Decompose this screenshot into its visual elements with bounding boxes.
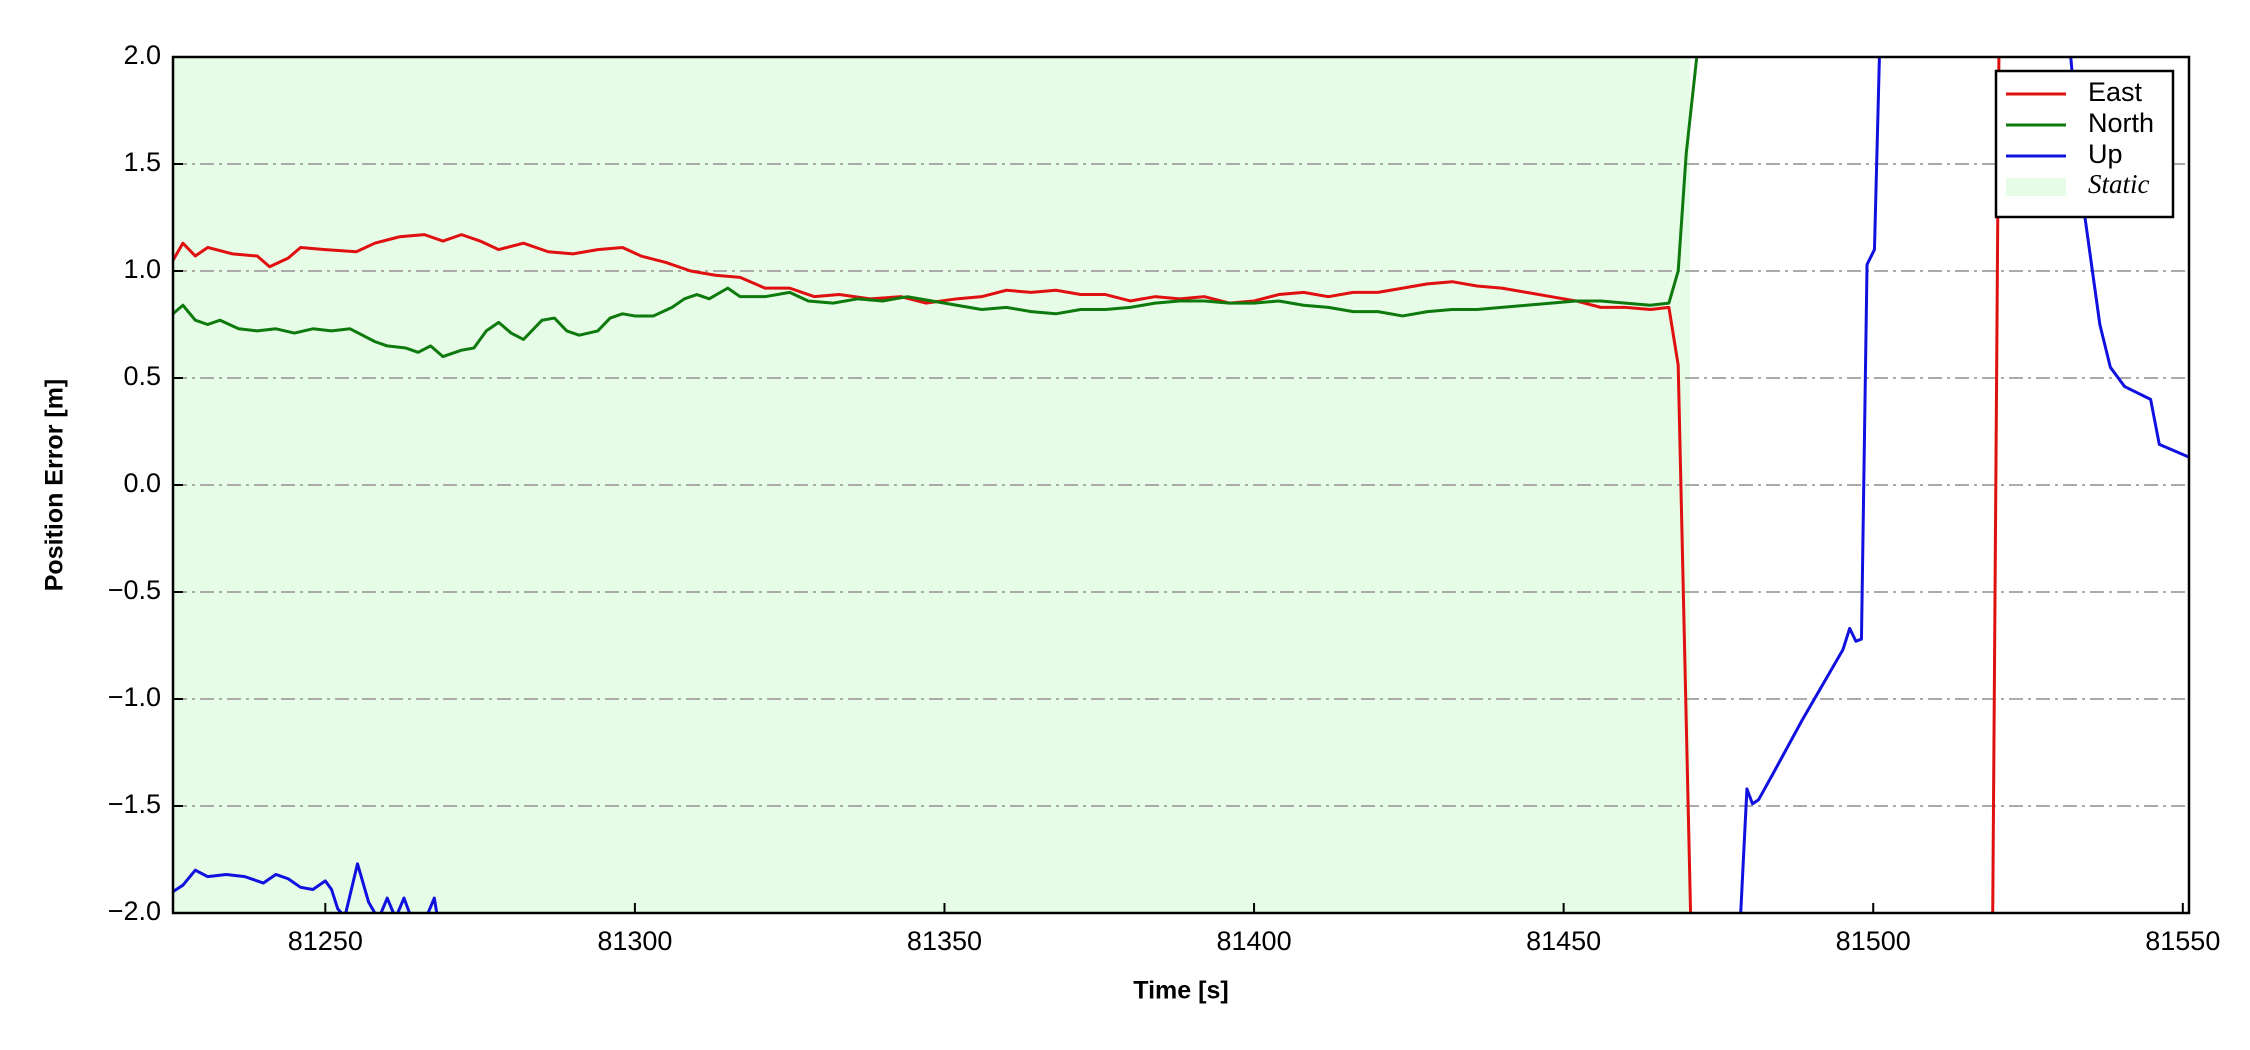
x-tick-label: 81450 — [1526, 926, 1601, 956]
legend-label: East — [2088, 77, 2143, 107]
y-tick-label: 0.0 — [123, 468, 161, 498]
legend-swatch — [2006, 178, 2066, 196]
x-axis-title: Time [s] — [1133, 977, 1228, 1005]
y-tick-label: −2.0 — [108, 896, 161, 926]
x-tick-label: 81550 — [2145, 926, 2220, 956]
y-tick-label: 0.5 — [123, 361, 161, 391]
y-tick-label: −1.5 — [108, 789, 161, 819]
x-tick-label: 81500 — [1836, 926, 1911, 956]
y-axis-title: Position Error [m] — [41, 379, 69, 592]
y-tick-label: 1.5 — [123, 147, 161, 177]
y-tick-label: −0.5 — [108, 575, 161, 605]
x-tick-label: 81300 — [597, 926, 672, 956]
legend-label: Static — [2088, 169, 2150, 199]
series-line — [173, 57, 1699, 359]
x-tick-label: 81250 — [288, 926, 363, 956]
x-tick-label: 81350 — [907, 926, 982, 956]
legend-label: Up — [2088, 139, 2123, 169]
y-tick-label: 2.0 — [123, 40, 161, 70]
y-tick-label: 1.0 — [123, 254, 161, 284]
y-tick-label: −1.0 — [108, 682, 161, 712]
series-line — [173, 57, 2189, 913]
x-tick-label: 81400 — [1217, 926, 1292, 956]
legend-label: North — [2088, 108, 2154, 138]
